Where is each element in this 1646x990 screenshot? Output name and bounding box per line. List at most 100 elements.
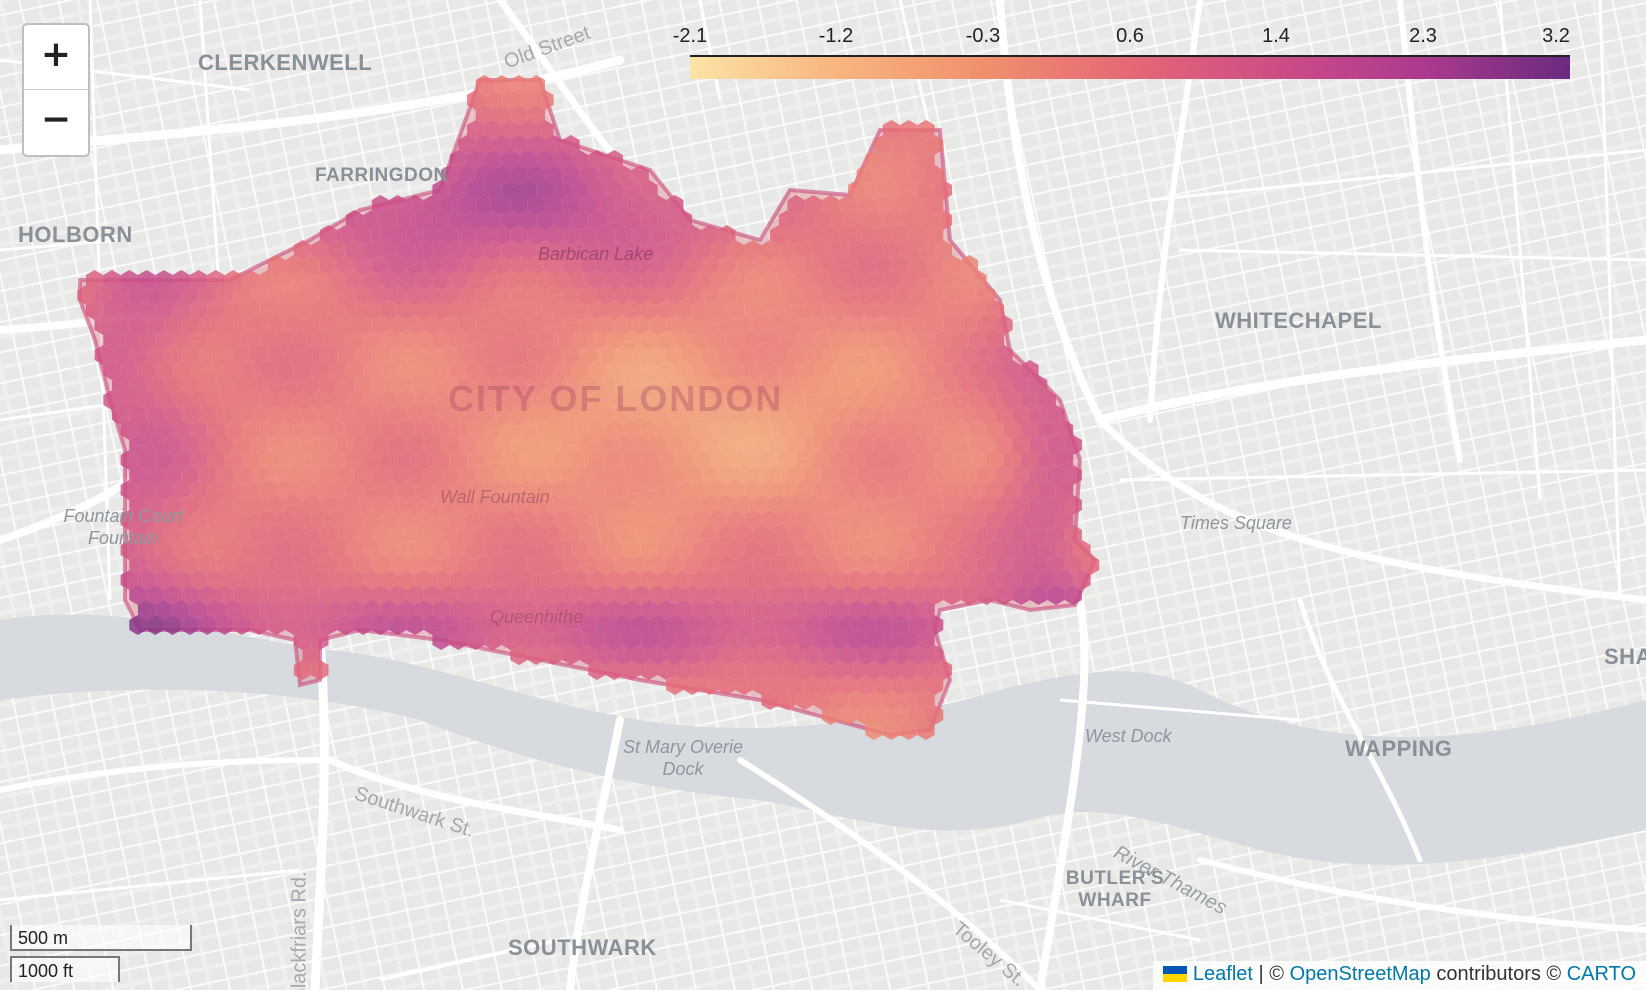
hex-cell[interactable] [631,315,649,335]
hex-cell[interactable] [562,615,580,635]
hex-cell[interactable] [891,585,909,605]
hex-cell[interactable] [761,330,779,350]
hex-cell[interactable] [622,480,641,500]
hex-cell[interactable] [796,240,814,260]
hex-cell[interactable] [726,480,745,500]
hex-cell[interactable] [900,450,918,470]
hex-cell[interactable] [700,315,719,335]
hex-cell[interactable] [475,195,493,215]
hex-cell[interactable] [917,150,935,170]
hex-cell[interactable] [319,225,338,245]
hex-cell[interactable] [891,405,909,425]
hex-cell[interactable] [908,615,926,635]
hex-cell[interactable] [207,270,225,290]
hex-cell[interactable] [813,360,831,380]
hex-cell[interactable] [917,390,935,410]
hex-cell[interactable] [163,615,182,635]
hex-cell[interactable] [285,285,303,305]
hex-cell[interactable] [657,630,675,650]
hex-cell[interactable] [146,375,164,395]
hex-cell[interactable] [700,345,719,365]
hex-cell[interactable] [666,495,684,515]
hex-cell[interactable] [960,375,978,395]
hex-cell[interactable] [986,480,1004,500]
hex-cell[interactable] [917,360,935,380]
hex-cell[interactable] [328,540,346,560]
hex-cell[interactable] [614,225,632,245]
hex-cell[interactable] [822,435,840,455]
hex-cell[interactable] [493,285,511,305]
hex-cell[interactable] [233,435,251,455]
hex-cell[interactable] [839,705,857,725]
hex-cell[interactable] [839,195,857,215]
hex-cell[interactable] [215,465,234,485]
hex-cell[interactable] [519,480,537,500]
hex-cell[interactable] [397,360,416,380]
hex-cell[interactable] [978,555,996,575]
hex-cell[interactable] [917,180,935,200]
hex-cell[interactable] [804,555,823,575]
hex-cell[interactable] [891,135,909,155]
hex-cell[interactable] [709,450,727,470]
hex-cell[interactable] [874,465,892,485]
hex-cell[interactable] [674,480,693,500]
hex-cell[interactable] [813,420,831,440]
hex-cell[interactable] [120,570,138,590]
hex-cell[interactable] [380,420,398,440]
hex-cell[interactable] [640,210,658,230]
hex-cell[interactable] [493,375,511,395]
hex-cell[interactable] [700,375,719,395]
hex-cell[interactable] [908,465,926,485]
hex-cell[interactable] [614,255,632,275]
hex-cell[interactable] [207,570,225,590]
hex-cell[interactable] [804,615,823,635]
hex-cell[interactable] [293,300,312,320]
hex-cell[interactable] [493,195,511,215]
hex-cell[interactable] [1038,480,1056,500]
hex-cell[interactable] [830,300,849,320]
hex-cell[interactable] [822,555,840,575]
hex-cell[interactable] [112,375,130,395]
hex-cell[interactable] [250,315,268,335]
hex-cell[interactable] [155,360,173,380]
hex-cell[interactable] [804,675,823,695]
hex-cell[interactable] [389,375,407,395]
hex-cell[interactable] [397,570,416,590]
hex-cell[interactable] [640,570,658,590]
hex-cell[interactable] [233,465,251,485]
hex-cell[interactable] [648,555,667,575]
hex-cell[interactable] [493,585,511,605]
hex-cell[interactable] [519,510,537,530]
hex-cell[interactable] [406,615,424,635]
hex-cell[interactable] [536,210,554,230]
hex-cell[interactable] [692,270,710,290]
hex-cell[interactable] [865,660,883,680]
hex-cell[interactable] [380,570,398,590]
hex-cell[interactable] [233,555,251,575]
hex-cell[interactable] [467,630,485,650]
hex-cell[interactable] [1029,525,1048,545]
hex-cell[interactable] [371,405,390,425]
hex-cell[interactable] [484,600,502,620]
hex-cell[interactable] [761,480,779,500]
hex-cell[interactable] [1004,510,1022,530]
hex-cell[interactable] [917,570,935,590]
hex-cell[interactable] [1012,405,1030,425]
hex-cell[interactable] [198,315,216,335]
hex-cell[interactable] [371,585,390,605]
hex-cell[interactable] [441,225,459,245]
hex-cell[interactable] [735,435,753,455]
hex-cell[interactable] [536,600,554,620]
hex-cell[interactable] [432,540,450,560]
hex-cell[interactable] [250,525,268,545]
hex-cell[interactable] [986,510,1004,530]
hex-cell[interactable] [596,315,615,335]
hex-cell[interactable] [571,570,589,590]
hex-cell[interactable] [137,270,156,290]
hex-cell[interactable] [960,555,978,575]
hex-cell[interactable] [614,435,632,455]
hex-cell[interactable] [527,255,545,275]
hex-cell[interactable] [813,690,831,710]
hex-cell[interactable] [908,435,926,455]
hex-cell[interactable] [943,495,961,515]
